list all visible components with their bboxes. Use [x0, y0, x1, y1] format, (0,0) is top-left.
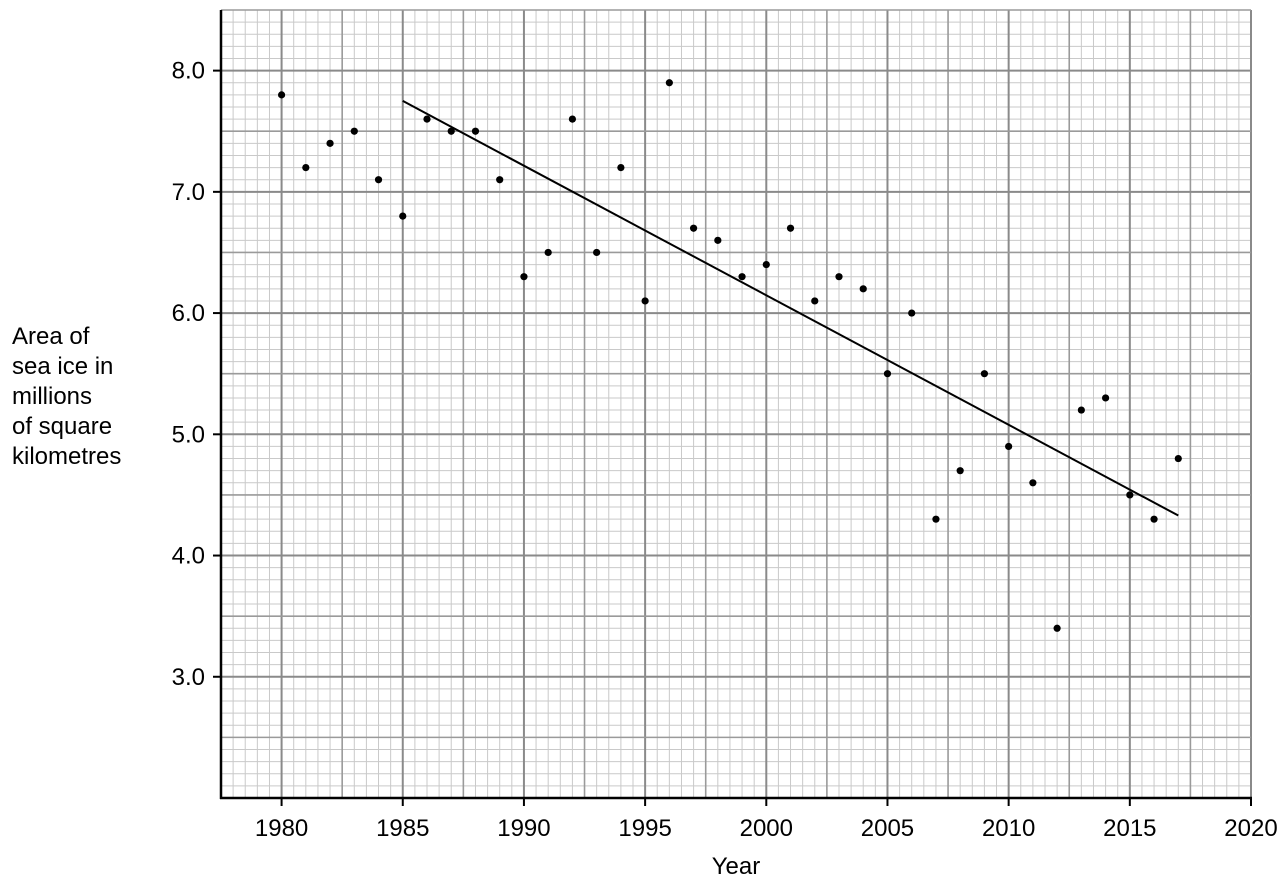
- data-point: [762, 260, 770, 269]
- data-point: [617, 164, 625, 172]
- data-point: [399, 212, 407, 220]
- y-tick-label: 5.0: [172, 421, 205, 448]
- data-point: [714, 236, 722, 244]
- data-point: [277, 91, 286, 99]
- x-tick-label: 1980: [255, 815, 308, 842]
- y-axis-label-line: kilometres: [12, 443, 122, 470]
- data-point: [980, 370, 989, 378]
- x-tick-labels: 1980 1985 1990 1995 2000 2005 2010 2015 2020: [255, 815, 1278, 842]
- x-tick-label: 1995: [618, 815, 671, 842]
- y-tick-label: 8.0: [172, 58, 205, 85]
- data-point: [1077, 406, 1085, 414]
- data-point: [883, 370, 892, 378]
- data-point: [811, 297, 819, 305]
- data-point: [1005, 442, 1013, 451]
- x-tick-label: 2000: [740, 815, 793, 842]
- data-point: [1029, 479, 1037, 487]
- y-axis-label-line: sea ice in: [12, 353, 114, 380]
- data-point: [374, 176, 383, 184]
- data-point: [520, 273, 528, 281]
- axes: [213, 10, 1252, 806]
- data-point: [1126, 491, 1134, 499]
- data-point: [593, 248, 601, 257]
- data-point: [326, 139, 334, 147]
- data-point: [908, 309, 916, 317]
- x-tick-label: 1990: [497, 815, 550, 842]
- data-point: [471, 127, 480, 135]
- data-points: [277, 79, 1182, 632]
- x-axis-label: Year: [712, 853, 761, 878]
- x-tick-label: 1985: [376, 815, 429, 842]
- x-tick-label: 2015: [1103, 815, 1156, 842]
- y-tick-label: 4.0: [172, 543, 205, 570]
- y-axis-label-line: Area of: [12, 323, 90, 350]
- data-point: [786, 224, 795, 232]
- major-grid: [220, 9, 1252, 799]
- data-point: [447, 127, 455, 135]
- minor-grid: [221, 10, 1251, 798]
- data-point: [932, 515, 940, 523]
- y-axis-label-line: of square: [12, 413, 113, 440]
- y-tick-label: 7.0: [172, 179, 205, 206]
- data-point: [423, 115, 431, 123]
- data-point: [859, 285, 867, 293]
- data-point: [1101, 394, 1110, 402]
- y-tick-label: 3.0: [172, 664, 205, 691]
- data-point: [350, 127, 358, 135]
- data-point: [665, 79, 673, 87]
- data-point: [544, 248, 552, 257]
- x-tick-label: 2010: [982, 815, 1035, 842]
- y-tick-label: 6.0: [172, 300, 205, 327]
- x-tick-label: 2020: [1224, 815, 1277, 842]
- trend-line-group: [402, 100, 1179, 517]
- y-tick-labels: 3.0 4.0 5.0 6.0 7.0 8.0: [172, 58, 205, 691]
- data-point: [738, 273, 746, 281]
- data-point: [302, 164, 310, 172]
- data-point: [689, 224, 698, 232]
- data-point: [835, 273, 843, 281]
- data-point: [956, 467, 964, 475]
- y-axis-label: Area of sea ice in millions of square ki…: [12, 322, 162, 472]
- x-tick-label: 2005: [861, 815, 914, 842]
- data-point: [496, 176, 504, 184]
- data-point: [1053, 624, 1061, 632]
- y-axis-label-line: millions: [12, 383, 93, 410]
- data-point: [1150, 515, 1158, 523]
- data-point: [568, 115, 577, 123]
- trend-line: [402, 100, 1179, 517]
- data-point: [1174, 454, 1182, 463]
- data-point: [641, 297, 649, 305]
